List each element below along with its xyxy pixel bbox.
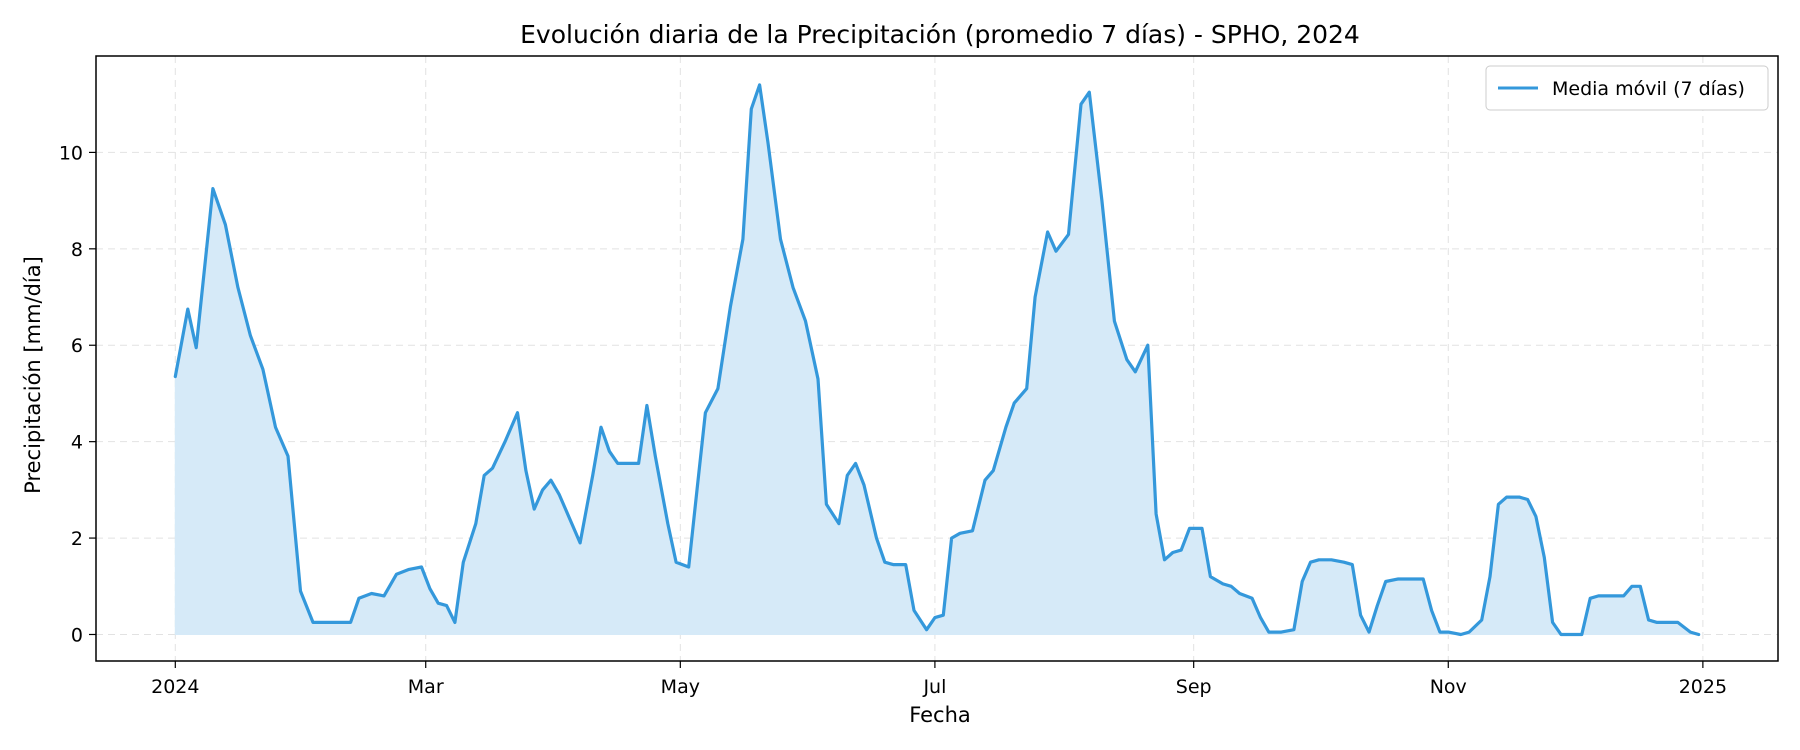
y-tick-label: 2 xyxy=(71,528,83,550)
x-axis: 2024 Mar May Jul Sep Nov 2025 xyxy=(151,661,1727,698)
x-tick-label: Nov xyxy=(1430,676,1467,698)
line-layer xyxy=(173,83,1701,637)
plot-frame xyxy=(95,55,1779,662)
y-tick-label: 6 xyxy=(71,335,83,357)
x-tick-label: Jul xyxy=(922,676,946,698)
y-tick-label: 0 xyxy=(71,624,83,646)
chart-title: Evolución diaria de la Precipitación (pr… xyxy=(520,20,1360,49)
series-area xyxy=(174,84,1699,636)
legend: Media móvil (7 días) xyxy=(1485,65,1769,111)
legend-box xyxy=(1485,65,1769,111)
x-tick-label: May xyxy=(661,676,700,698)
y-tick-label: 10 xyxy=(59,142,83,164)
y-tick-label: 4 xyxy=(71,432,83,454)
x-tick-label: Sep xyxy=(1176,676,1212,698)
x-tick-label: 2024 xyxy=(151,676,199,698)
legend-label: Media móvil (7 días) xyxy=(1552,78,1745,100)
grid-lines xyxy=(96,56,1778,661)
area-layer xyxy=(174,84,1699,636)
y-axis-label: Precipitación [mm/día] xyxy=(21,256,45,494)
y-axis: 0 2 4 6 8 10 xyxy=(59,142,96,646)
series-line xyxy=(173,83,1701,637)
x-tick-label: Mar xyxy=(408,676,444,698)
x-tick-label: 2025 xyxy=(1679,676,1727,698)
y-tick-label: 8 xyxy=(71,239,83,261)
x-axis-label: Fecha xyxy=(909,703,971,727)
